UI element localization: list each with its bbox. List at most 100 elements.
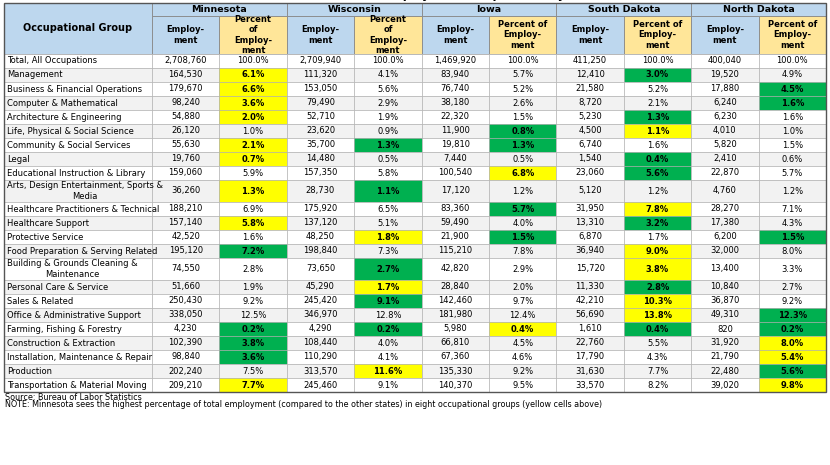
Bar: [624, 294, 691, 308]
Text: 6,240: 6,240: [713, 99, 737, 107]
Bar: [489, 336, 556, 350]
Text: 9.0%: 9.0%: [646, 246, 669, 255]
Text: 3.6%: 3.6%: [242, 352, 265, 361]
Text: 1.6%: 1.6%: [647, 140, 668, 150]
Text: Business & Financial Operations: Business & Financial Operations: [7, 85, 142, 93]
Text: 1.2%: 1.2%: [512, 186, 533, 195]
Text: Management: Management: [7, 71, 62, 80]
Bar: [691, 3, 826, 16]
Bar: [354, 322, 422, 336]
Text: 5,820: 5,820: [713, 140, 737, 150]
Text: 36,260: 36,260: [171, 186, 200, 195]
Bar: [624, 110, 691, 124]
Bar: [556, 110, 624, 124]
Text: 1.9%: 1.9%: [242, 283, 264, 292]
Text: 1.8%: 1.8%: [376, 232, 399, 241]
Text: 4,010: 4,010: [713, 126, 737, 135]
Bar: [219, 68, 287, 82]
Text: Educational Instruction & Library: Educational Instruction & Library: [7, 168, 145, 178]
Text: 4.1%: 4.1%: [378, 352, 398, 361]
Text: 2.1%: 2.1%: [242, 140, 265, 150]
Bar: [219, 16, 287, 54]
Bar: [759, 96, 826, 110]
Text: 5.9%: 5.9%: [242, 168, 264, 178]
Bar: [354, 308, 422, 322]
Bar: [489, 350, 556, 364]
Bar: [354, 202, 422, 216]
Bar: [287, 124, 354, 138]
Bar: [4, 230, 152, 244]
Bar: [287, 308, 354, 322]
Bar: [422, 152, 489, 166]
Bar: [489, 166, 556, 180]
Text: Percent
of
Employ-
ment: Percent of Employ- ment: [369, 15, 407, 54]
Text: 313,570: 313,570: [303, 366, 338, 376]
Text: 36,870: 36,870: [710, 297, 740, 306]
Text: 7.8%: 7.8%: [512, 246, 534, 255]
Bar: [624, 350, 691, 364]
Text: 8,720: 8,720: [579, 99, 602, 107]
Bar: [422, 68, 489, 82]
Text: 6.9%: 6.9%: [242, 205, 264, 213]
Text: Production: Production: [7, 366, 52, 376]
Bar: [4, 322, 152, 336]
Text: 56,690: 56,690: [575, 311, 605, 319]
Bar: [624, 216, 691, 230]
Bar: [219, 82, 287, 96]
Text: 3.2%: 3.2%: [646, 219, 669, 227]
Text: 5.8%: 5.8%: [242, 219, 265, 227]
Text: 1.6%: 1.6%: [780, 99, 804, 107]
Text: 0.7%: 0.7%: [242, 154, 265, 164]
Bar: [219, 230, 287, 244]
Text: Iowa: Iowa: [476, 5, 501, 14]
Bar: [4, 124, 152, 138]
Bar: [624, 152, 691, 166]
Bar: [4, 378, 152, 392]
Bar: [152, 96, 219, 110]
Text: 22,320: 22,320: [441, 113, 470, 121]
Text: 31,920: 31,920: [710, 339, 740, 347]
Text: 1.5%: 1.5%: [511, 232, 535, 241]
Text: 5.6%: 5.6%: [780, 366, 804, 376]
Bar: [422, 230, 489, 244]
Bar: [354, 138, 422, 152]
Bar: [624, 280, 691, 294]
Bar: [691, 110, 759, 124]
Bar: [691, 364, 759, 378]
Bar: [219, 322, 287, 336]
Text: 2.9%: 2.9%: [378, 99, 398, 107]
Text: 54,880: 54,880: [171, 113, 200, 121]
Bar: [556, 96, 624, 110]
Bar: [624, 166, 691, 180]
Text: 100.0%: 100.0%: [777, 57, 808, 66]
Text: 2.7%: 2.7%: [376, 265, 399, 273]
Text: 100.0%: 100.0%: [507, 57, 539, 66]
Bar: [624, 364, 691, 378]
Text: 21,900: 21,900: [441, 232, 470, 241]
Text: 42,820: 42,820: [441, 265, 470, 273]
Bar: [556, 68, 624, 82]
Bar: [759, 54, 826, 68]
Bar: [556, 336, 624, 350]
Text: 9.1%: 9.1%: [378, 380, 398, 390]
Text: 100.0%: 100.0%: [642, 57, 673, 66]
Bar: [556, 3, 691, 16]
Bar: [624, 96, 691, 110]
Text: 2.7%: 2.7%: [782, 283, 803, 292]
Text: Transportation & Material Moving: Transportation & Material Moving: [7, 380, 147, 390]
Bar: [152, 180, 219, 202]
Bar: [4, 280, 152, 294]
Text: 2.9%: 2.9%: [512, 265, 533, 273]
Bar: [354, 294, 422, 308]
Text: 1.7%: 1.7%: [376, 283, 399, 292]
Bar: [219, 180, 287, 202]
Bar: [691, 166, 759, 180]
Text: 11,330: 11,330: [575, 283, 605, 292]
Text: 35,700: 35,700: [306, 140, 335, 150]
Text: Life, Physical & Social Science: Life, Physical & Social Science: [7, 126, 134, 135]
Bar: [691, 202, 759, 216]
Bar: [556, 244, 624, 258]
Text: 73,650: 73,650: [306, 265, 335, 273]
Bar: [624, 378, 691, 392]
Text: 17,790: 17,790: [575, 352, 605, 361]
